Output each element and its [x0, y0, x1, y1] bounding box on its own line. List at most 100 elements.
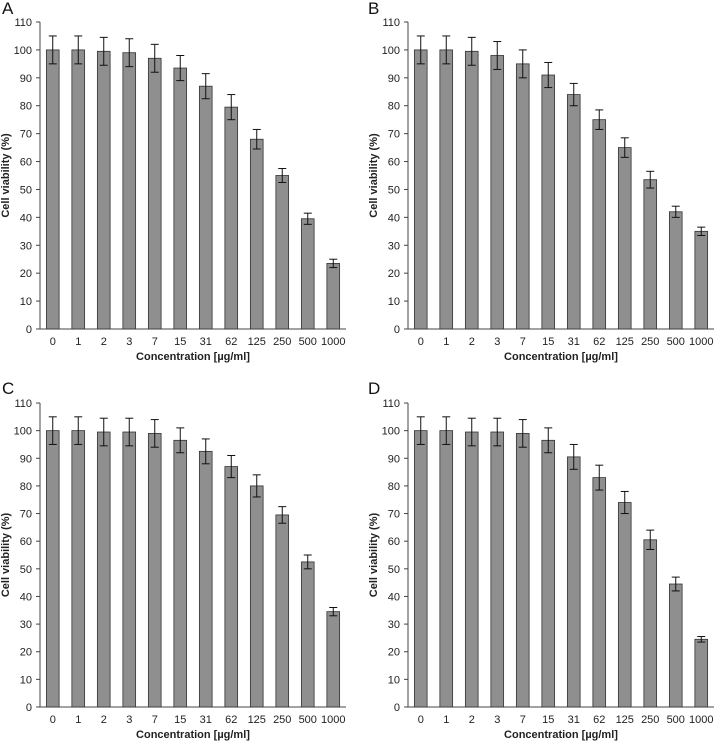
bar — [643, 539, 658, 708]
x-axis-title: Concentration [µg/ml] — [504, 729, 618, 741]
x-axis-title: Concentration [µg/ml] — [136, 729, 250, 741]
bar — [45, 49, 60, 330]
x-tick-label: 500 — [667, 336, 685, 348]
bar — [198, 85, 213, 330]
bar — [249, 485, 264, 708]
y-tick-label: 10 — [20, 296, 32, 308]
x-tick-label: 250 — [273, 336, 291, 348]
y-tick-label: 50 — [388, 564, 400, 576]
x-tick-label: 3 — [494, 714, 500, 726]
y-tick-label: 110 — [382, 17, 400, 29]
bar — [413, 49, 428, 330]
bar — [224, 466, 239, 708]
bar — [45, 430, 60, 708]
bar — [490, 55, 505, 330]
bar — [96, 431, 111, 708]
x-tick-label: 2 — [469, 714, 475, 726]
y-tick-label: 70 — [20, 129, 32, 141]
bar — [275, 175, 290, 330]
x-tick-label: 1 — [75, 336, 81, 348]
panel-letter: D — [368, 379, 380, 398]
bar — [592, 477, 607, 708]
x-tick-label: 31 — [200, 336, 212, 348]
y-tick-label: 0 — [26, 324, 32, 336]
bar — [541, 439, 556, 708]
x-tick-label: 2 — [101, 336, 107, 348]
y-tick-label: 0 — [394, 324, 400, 336]
bar — [413, 430, 428, 708]
bar — [592, 119, 607, 330]
y-tick-label: 70 — [20, 509, 32, 521]
y-tick-label: 40 — [20, 212, 32, 224]
bar — [147, 432, 162, 708]
x-tick-label: 1000 — [689, 714, 713, 726]
y-tick-label: 50 — [20, 184, 32, 196]
x-tick-label: 7 — [520, 336, 526, 348]
x-tick-label: 0 — [418, 714, 424, 726]
x-tick-label: 250 — [273, 714, 291, 726]
y-tick-label: 80 — [388, 101, 400, 113]
y-tick-label: 100 — [382, 426, 400, 438]
y-axis-title: Cell viability (%) — [0, 512, 12, 597]
bar — [122, 431, 137, 708]
y-tick-label: 100 — [14, 426, 32, 438]
bar — [515, 63, 530, 330]
y-tick-label: 100 — [14, 45, 32, 57]
y-tick-label: 30 — [20, 619, 32, 631]
x-tick-label: 31 — [568, 336, 580, 348]
y-tick-label: 10 — [20, 674, 32, 686]
x-axis-title: Concentration [µg/ml] — [136, 351, 250, 363]
x-tick-label: 125 — [616, 714, 634, 726]
panel-letter: A — [2, 0, 14, 18]
y-tick-label: 10 — [388, 674, 400, 686]
y-tick-label: 110 — [382, 398, 400, 410]
chart-panel-d: D 0 10 20 30 40 50 60 70 80 90 100 110 0 1 2 3 7 15 31 62 125… — [368, 379, 714, 741]
y-tick-label: 70 — [388, 509, 400, 521]
x-tick-label: 7 — [520, 714, 526, 726]
bar — [71, 49, 86, 330]
x-tick-label: 125 — [616, 336, 634, 348]
bar — [326, 611, 341, 708]
x-tick-label: 1000 — [321, 714, 345, 726]
x-tick-label: 1 — [443, 336, 449, 348]
panel-letter: B — [368, 0, 379, 18]
x-axis-title: Concentration [µg/ml] — [504, 351, 618, 363]
y-axis-title: Cell viability (%) — [368, 133, 380, 218]
x-tick-label: 15 — [174, 336, 186, 348]
chart-panel-b: B 0 10 20 30 40 50 60 70 80 90 100 110 0 1 2 3 7 15 31 62 125… — [368, 0, 714, 363]
x-tick-label: 1000 — [689, 336, 713, 348]
chart-panel-a: A 0 10 20 30 40 50 60 70 80 90 100 110 0 1 2 3 7 15 31 62 125… — [0, 0, 346, 363]
bar — [122, 52, 137, 330]
bar — [464, 431, 479, 708]
x-tick-label: 3 — [126, 336, 132, 348]
bar — [439, 430, 454, 708]
x-tick-label: 62 — [593, 336, 605, 348]
x-tick-label: 125 — [248, 336, 266, 348]
y-tick-label: 60 — [388, 536, 400, 548]
x-tick-label: 62 — [593, 714, 605, 726]
x-tick-label: 3 — [126, 714, 132, 726]
bar — [275, 514, 290, 708]
bar — [198, 450, 213, 708]
bar — [300, 561, 315, 708]
y-tick-label: 80 — [20, 101, 32, 113]
x-tick-label: 2 — [469, 336, 475, 348]
y-tick-label: 20 — [20, 268, 32, 280]
y-tick-label: 0 — [394, 702, 400, 714]
x-tick-label: 7 — [152, 336, 158, 348]
x-tick-label: 15 — [542, 714, 554, 726]
x-tick-label: 62 — [225, 336, 237, 348]
x-tick-label: 250 — [641, 714, 659, 726]
y-tick-label: 40 — [388, 212, 400, 224]
x-tick-label: 500 — [299, 714, 317, 726]
y-tick-label: 10 — [388, 296, 400, 308]
bar — [668, 211, 683, 330]
y-axis-title: Cell viability (%) — [0, 133, 12, 218]
x-tick-label: 1 — [75, 714, 81, 726]
bar — [643, 179, 658, 330]
y-tick-label: 90 — [20, 453, 32, 465]
panel-letter: C — [2, 379, 14, 398]
y-tick-label: 50 — [20, 564, 32, 576]
bar — [694, 230, 709, 330]
y-tick-label: 20 — [20, 647, 32, 659]
